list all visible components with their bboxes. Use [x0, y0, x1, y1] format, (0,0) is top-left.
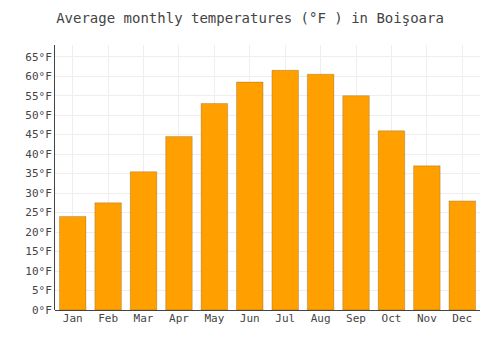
svg-text:Apr: Apr — [169, 312, 189, 325]
svg-text:0°F: 0°F — [32, 304, 52, 317]
svg-text:Dec: Dec — [452, 312, 472, 325]
svg-text:15°F: 15°F — [25, 245, 52, 258]
svg-text:Sep: Sep — [346, 312, 366, 325]
svg-text:Jan: Jan — [63, 312, 83, 325]
svg-text:40°F: 40°F — [25, 148, 52, 161]
svg-text:55°F: 55°F — [25, 90, 52, 103]
svg-text:Oct: Oct — [382, 312, 402, 325]
svg-text:10°F: 10°F — [25, 265, 52, 278]
svg-text:60°F: 60°F — [25, 70, 52, 83]
svg-text:Feb: Feb — [98, 312, 118, 325]
svg-text:35°F: 35°F — [25, 167, 52, 180]
svg-text:Aug: Aug — [311, 312, 331, 325]
svg-text:Jun: Jun — [240, 312, 260, 325]
svg-text:Average monthly temperatures (: Average monthly temperatures (°F ) in Bo… — [56, 10, 444, 26]
svg-text:65°F: 65°F — [25, 51, 52, 64]
svg-text:45°F: 45°F — [25, 128, 52, 141]
svg-text:May: May — [204, 312, 224, 325]
svg-text:50°F: 50°F — [25, 109, 52, 122]
svg-text:Nov: Nov — [417, 312, 437, 325]
svg-text:20°F: 20°F — [25, 226, 52, 239]
svg-text:Jul: Jul — [275, 312, 295, 325]
svg-text:25°F: 25°F — [25, 206, 52, 219]
svg-text:30°F: 30°F — [25, 187, 52, 200]
svg-text:Mar: Mar — [134, 312, 154, 325]
svg-text:5°F: 5°F — [32, 284, 52, 297]
